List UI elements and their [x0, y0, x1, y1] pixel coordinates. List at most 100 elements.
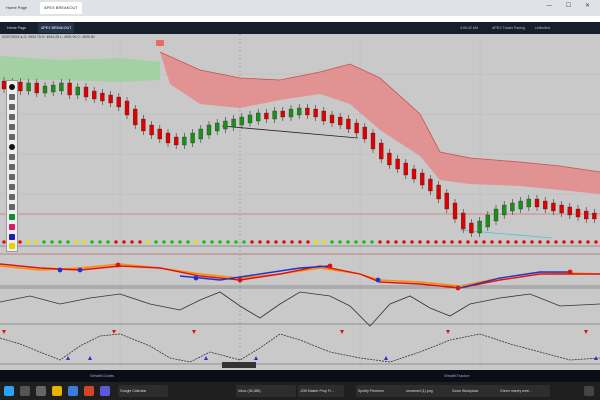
- signal-dot: [210, 240, 214, 244]
- candle-body: [256, 112, 261, 122]
- brush-icon[interactable]: [9, 124, 15, 130]
- signal-dot: [282, 240, 286, 244]
- browser-tab-apex[interactable]: APEX BREAKOUT: [40, 2, 82, 14]
- taskbar-item-inbox[interactable]: Inbox (36,386): [236, 385, 296, 397]
- taskbar-item-zoom[interactable]: Zoom Workplace: [450, 385, 500, 397]
- bear-cloud: [160, 52, 600, 194]
- candle-body: [190, 132, 195, 144]
- task-view-icon[interactable]: [36, 386, 46, 396]
- drawing-toolbox: [6, 80, 18, 252]
- file-explorer-icon[interactable]: [52, 386, 62, 396]
- candles: [1, 77, 597, 237]
- taskbar-item-google-calendar[interactable]: Google Calendar: [118, 385, 168, 397]
- trendline-icon[interactable]: [9, 104, 15, 110]
- text-icon[interactable]: [9, 134, 15, 140]
- lock-icon[interactable]: [9, 184, 15, 190]
- candle-body: [297, 107, 302, 116]
- toolbar-apex-breakout[interactable]: APEX BREAKOUT: [38, 23, 75, 33]
- notification-icon[interactable]: [584, 386, 594, 396]
- drag-handle[interactable]: [156, 40, 164, 46]
- signal-dot: [394, 240, 398, 244]
- signal-dot: [426, 240, 430, 244]
- signal-dot: [474, 240, 478, 244]
- candle-body: [321, 110, 326, 122]
- signal-dot: [34, 240, 38, 244]
- color-pink-icon[interactable]: [9, 224, 15, 230]
- candle-body: [534, 198, 540, 208]
- signal-dot: [122, 240, 126, 244]
- dot-icon[interactable]: [9, 144, 15, 150]
- chart-canvas[interactable]: [0, 34, 600, 370]
- candle-body: [436, 184, 441, 200]
- candle-body: [18, 81, 23, 92]
- window-controls[interactable]: — ☐ ✕: [546, 3, 596, 9]
- candle-body: [83, 86, 89, 98]
- color-blue-icon[interactable]: [9, 234, 15, 240]
- candle-body: [165, 132, 171, 144]
- signal-dot: [170, 240, 174, 244]
- signal-dot: [242, 240, 246, 244]
- browser-tab-bar: Home Page APEX BREAKOUT — ☐ ✕: [0, 0, 600, 16]
- osc-dot: [567, 269, 573, 275]
- signal-dot: [458, 240, 462, 244]
- measure-icon[interactable]: [9, 164, 15, 170]
- taskbar-item-unnamed-png[interactable]: unnamed (1).png: [404, 385, 452, 397]
- candle-body: [444, 192, 449, 210]
- trash-icon[interactable]: [9, 204, 15, 210]
- osc-dot: [193, 275, 199, 281]
- toolbar-home-page[interactable]: Home Page: [7, 26, 26, 30]
- time-cursor-label: [222, 362, 256, 368]
- candle-body: [59, 82, 64, 92]
- chrome-icon[interactable]: [84, 386, 94, 396]
- cursor-icon[interactable]: [9, 84, 15, 90]
- cyan-line: [459, 229, 553, 239]
- signal-dot: [106, 240, 110, 244]
- magnet-icon[interactable]: [9, 174, 15, 180]
- edge-icon[interactable]: [68, 386, 78, 396]
- candle-body: [42, 85, 48, 94]
- browser-tab-home[interactable]: Home Page: [6, 5, 28, 10]
- color-yellow-icon[interactable]: [9, 243, 15, 249]
- signal-dot: [442, 240, 446, 244]
- taskbar-item-spotify[interactable]: Spotify Premium: [356, 385, 406, 397]
- cycle-line: [0, 333, 600, 363]
- osc-dot: [327, 263, 333, 269]
- start-icon[interactable]: [4, 386, 14, 396]
- signal-dot: [434, 240, 438, 244]
- app-icon[interactable]: [100, 386, 110, 396]
- candle-body: [206, 124, 212, 136]
- search-icon[interactable]: [20, 386, 30, 396]
- footer-wealthcharts[interactable]: WealthCharts: [90, 373, 115, 378]
- footer-wealthtracker[interactable]: WealthTracker: [444, 373, 470, 378]
- signal-dot: [514, 240, 518, 244]
- signal-dot: [498, 240, 502, 244]
- candle-body: [329, 114, 335, 124]
- signal-dot: [378, 240, 382, 244]
- candle-body: [567, 206, 572, 216]
- signal-dot: [490, 240, 494, 244]
- color-green-icon[interactable]: [9, 214, 15, 220]
- candle-body: [157, 128, 162, 140]
- shape-icon[interactable]: [9, 154, 15, 160]
- ohlc-info: 02/07/2024 ● O: 4932.75 H: 4934.25 L: 49…: [2, 35, 95, 39]
- signal-dot: [354, 240, 358, 244]
- candle-body: [75, 86, 80, 96]
- pencil-icon[interactable]: [9, 114, 15, 120]
- candle-body: [174, 136, 179, 146]
- signal-dot: [402, 240, 406, 244]
- price-chart[interactable]: 02/07/2024 ● O: 4932.75 H: 4934.25 L: 49…: [0, 34, 600, 370]
- candle-body: [543, 200, 548, 210]
- candle-body: [477, 220, 482, 234]
- candle-body: [51, 84, 56, 93]
- crosshair-icon[interactable]: [9, 94, 15, 100]
- signal-dot: [194, 240, 198, 244]
- taskbar-item-green-money[interactable]: Green money mee...: [498, 385, 550, 397]
- signal-dot: [506, 240, 510, 244]
- candle-body: [280, 110, 285, 118]
- eye-icon[interactable]: [9, 194, 15, 200]
- taskbar-item-job-master[interactable]: JOB Master Prop Fi...: [298, 385, 344, 397]
- signal-dot: [66, 240, 70, 244]
- app-toolbar: Home Page APEX BREAKOUT 4:59:42 AM APEX …: [0, 22, 600, 34]
- candle-body: [411, 168, 417, 180]
- signal-dot: [202, 240, 206, 244]
